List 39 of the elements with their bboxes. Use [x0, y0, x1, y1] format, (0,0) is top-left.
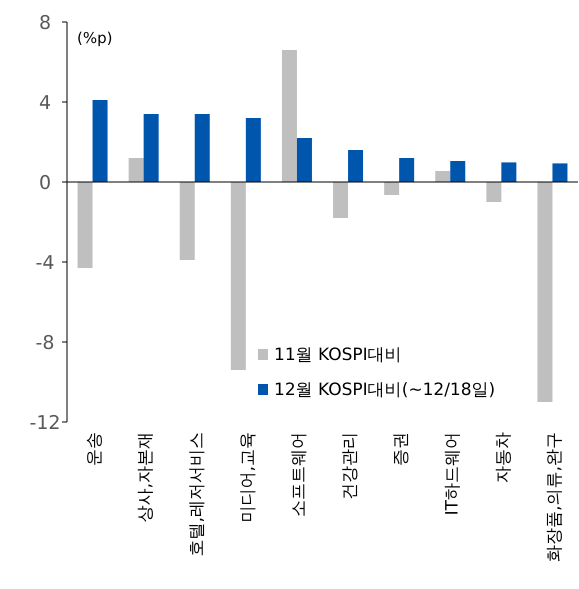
bar — [180, 182, 195, 260]
x-tick-label: IT하드웨어 — [442, 432, 462, 516]
y-tick-label: 4 — [38, 92, 52, 114]
y-tick-label: -4 — [36, 252, 54, 274]
bar — [399, 158, 414, 182]
bar — [246, 118, 261, 182]
x-tick-label: 호텔,레저서비스 — [186, 432, 207, 556]
bar — [144, 114, 159, 182]
bar — [384, 182, 400, 195]
x-tick-label: 건강관리 — [340, 432, 360, 500]
bar — [501, 162, 516, 182]
y-tick-label: -12 — [29, 412, 61, 434]
x-tick-label: 자동차 — [493, 432, 514, 483]
x-tick-label: 상사,자본재 — [136, 432, 156, 522]
bar — [296, 138, 312, 182]
y-tick-label: -8 — [36, 332, 54, 354]
bar — [450, 161, 466, 182]
y-tick-label: 0 — [38, 172, 52, 194]
y-tick-label: 8 — [38, 12, 52, 34]
bar — [78, 182, 93, 268]
legend-label: 11월 KOSPI대비 — [274, 345, 402, 365]
y-axis-title: (%p) — [77, 29, 112, 47]
bar — [537, 182, 552, 402]
bar — [348, 150, 364, 182]
legend-label: 12월 KOSPI대비(~12/18일) — [274, 380, 496, 400]
bar — [230, 182, 246, 370]
x-tick-label: 화장품,의류,완구 — [544, 432, 564, 562]
x-tick-label: 운송 — [84, 432, 105, 466]
bar — [194, 114, 210, 182]
bar — [435, 171, 450, 182]
bar — [92, 100, 108, 182]
bar — [333, 182, 348, 218]
x-tick-label: 소프트웨어 — [288, 432, 309, 517]
bar — [486, 182, 502, 202]
x-tick-label: 미디어,교육 — [238, 432, 258, 522]
bar — [282, 50, 297, 182]
bar — [128, 158, 144, 182]
x-tick-label: 증권 — [391, 432, 412, 466]
bar — [552, 163, 568, 182]
